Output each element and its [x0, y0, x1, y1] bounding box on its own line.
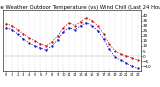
Title: Milwaukee Weather Outdoor Temperature (vs) Wind Chill (Last 24 Hours): Milwaukee Weather Outdoor Temperature (v… [0, 5, 160, 10]
